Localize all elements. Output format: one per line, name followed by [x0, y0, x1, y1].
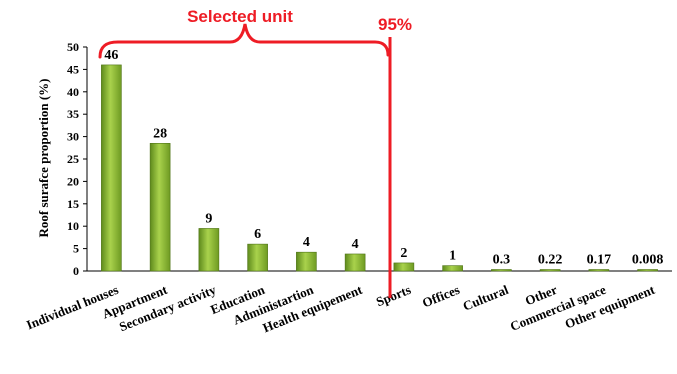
- bar: [296, 251, 317, 272]
- category-label: Offices: [420, 282, 462, 311]
- category-label: Cultural: [461, 282, 511, 314]
- y-axis-label: Roof surafce proportion (%): [36, 79, 51, 238]
- data-label: 1: [449, 249, 456, 264]
- bar: [539, 269, 561, 272]
- selected-unit-brace: [98, 23, 390, 59]
- threshold-label: 95%: [378, 15, 412, 34]
- y-tick-label: 40: [67, 85, 79, 99]
- data-label: 4: [303, 235, 310, 250]
- bar: [442, 265, 463, 272]
- y-tick-label: 50: [67, 40, 79, 54]
- bar: [588, 269, 610, 272]
- data-label: 0.008: [632, 253, 664, 268]
- selected-unit-label: Selected unit: [187, 7, 293, 26]
- bar: [149, 143, 171, 272]
- bar: [637, 269, 658, 272]
- y-tick-label: 30: [67, 130, 79, 144]
- data-label: 0.22: [538, 253, 563, 268]
- data-label: 6: [254, 227, 261, 242]
- bar: [491, 269, 512, 272]
- data-label: 4: [352, 237, 359, 252]
- y-tick-label: 20: [67, 174, 79, 188]
- category-label: Sports: [374, 282, 413, 309]
- data-labels: 46 28 9 6 4 4 2 1 0.3 0.22 0.17 0.008: [104, 48, 663, 268]
- bar: [247, 243, 268, 272]
- data-label: 0.17: [587, 253, 612, 268]
- data-label: 0.3: [493, 253, 511, 268]
- y-tick-label: 45: [67, 62, 79, 76]
- annotations: Selected unit 95%: [98, 7, 412, 298]
- bars: [101, 64, 658, 272]
- y-tick-label: 5: [73, 242, 79, 256]
- data-label: 2: [400, 246, 407, 261]
- bar: [344, 253, 366, 272]
- y-tick-label: 25: [67, 152, 79, 166]
- y-tick-label: 0: [73, 264, 79, 278]
- bar: [198, 228, 220, 272]
- y-tick-label: 35: [67, 107, 79, 121]
- y-axis-label-group: Roof surafce proportion (%): [36, 79, 51, 238]
- data-label: 46: [104, 48, 118, 63]
- bar: [393, 262, 415, 272]
- y-tick-label: 15: [67, 197, 79, 211]
- bar: [101, 64, 122, 272]
- axes: 0 5 10 15 20 25 30 35 40 45 50: [67, 40, 672, 278]
- y-tick-label: 10: [67, 219, 79, 233]
- data-label: 28: [153, 126, 167, 141]
- data-label: 9: [205, 211, 212, 226]
